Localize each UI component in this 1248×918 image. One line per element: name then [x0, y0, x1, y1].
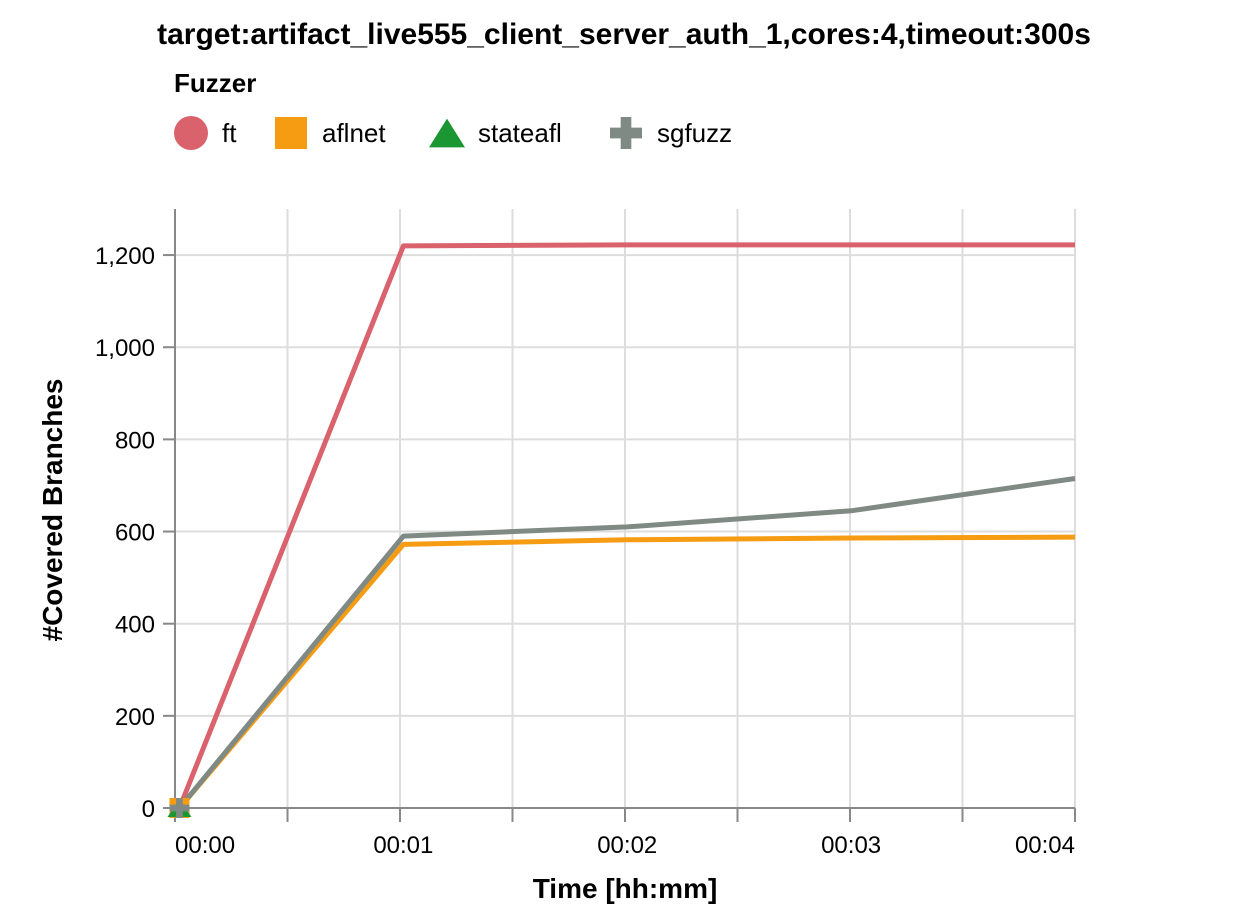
y-tick-label: 1,200: [95, 243, 155, 270]
chart-title: target:artifact_live555_client_server_au…: [157, 18, 1091, 51]
x-tick-label: 00:00: [175, 832, 235, 859]
y-tick-label: 200: [115, 704, 155, 731]
y-tick-label: 800: [115, 427, 155, 454]
y-axis-title: #Covered Branches: [37, 378, 68, 641]
legend-marker-ft: [174, 116, 208, 150]
grid: [174, 209, 1076, 809]
axes: 00:00 00:01 00:02 00:03 00:04 0 200 400 600 800 1,…: [95, 209, 1076, 859]
legend-title: Fuzzer: [174, 68, 256, 98]
y-tick-label: 400: [115, 612, 155, 639]
x-tick-label: 00:02: [597, 832, 657, 859]
x-tick-label: 00:01: [373, 832, 433, 859]
x-tick-label: 00:03: [821, 832, 881, 859]
series-line-sgfuzz: [177, 476, 1076, 810]
x-tick-label: 00:04: [1015, 832, 1075, 859]
legend-label-aflnet: aflnet: [322, 118, 386, 148]
y-tick-label: 1,000: [95, 335, 155, 362]
legend: Fuzzer ft aflnet stateafl sgfuzz: [174, 68, 732, 150]
legend-marker-stateafl: [429, 118, 465, 148]
series-marker-sgfuzz: [169, 798, 190, 818]
legend-marker-sgfuzz: [610, 117, 642, 149]
legend-marker-aflnet: [275, 117, 307, 149]
legend-label-stateafl: stateafl: [478, 118, 562, 148]
series-lines: [177, 242, 1076, 810]
y-tick-label: 600: [115, 520, 155, 547]
series-markers: [167, 798, 192, 818]
y-tick-label: 0: [142, 796, 155, 823]
x-axis-title: Time [hh:mm]: [533, 873, 718, 904]
legend-label-sgfuzz: sgfuzz: [657, 118, 732, 148]
legend-label-ft: ft: [222, 118, 237, 148]
series-line-ft: [177, 242, 1075, 809]
series-line-aflnet: [177, 534, 1076, 810]
